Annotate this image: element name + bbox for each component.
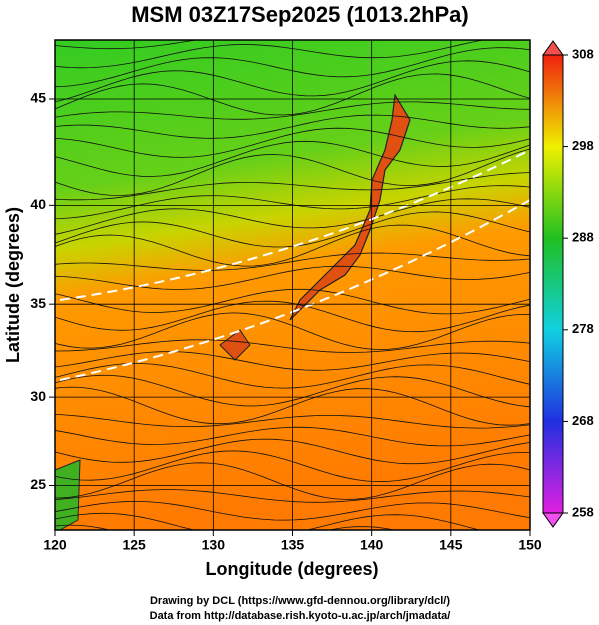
streamline (55, 413, 530, 429)
x-tick-label: 125 (122, 537, 146, 553)
x-axis-label: Longitude (degrees) (205, 559, 378, 579)
streamline (55, 374, 530, 408)
streamline (55, 462, 530, 500)
coastline (55, 459, 81, 530)
streamline (55, 386, 530, 426)
y-tick-label: 40 (30, 196, 46, 212)
streamline (55, 265, 530, 290)
x-tick-label: 150 (518, 537, 542, 553)
streamline (55, 101, 530, 120)
footer-line: Drawing by DCL (https://www.gfd-dennou.o… (150, 595, 450, 607)
x-tick-label: 120 (43, 537, 67, 553)
streamline (55, 512, 481, 530)
colorbar-tick-label: 298 (572, 138, 594, 153)
footer-line: Data from http://database.rish.kyoto-u.a… (150, 610, 451, 622)
chart-title: MSM 03Z17Sep2025 (1013.2hPa) (131, 2, 469, 27)
y-axis-label: Latitude (degrees) (3, 207, 23, 363)
streamline (55, 252, 530, 271)
streamline (55, 60, 530, 103)
colorbar-tick-label: 258 (572, 504, 594, 519)
streamline (55, 198, 530, 235)
x-tick-label: 135 (281, 537, 305, 553)
streamline (55, 148, 530, 196)
x-tick-label: 140 (360, 537, 384, 553)
isotherm (59, 199, 530, 381)
streamline (55, 140, 530, 177)
streamline (55, 288, 530, 315)
streamline (55, 500, 530, 521)
streamline (55, 40, 199, 50)
streamline (55, 114, 530, 139)
streamline (55, 438, 530, 465)
streamline (55, 47, 530, 88)
streamline (55, 40, 486, 69)
colorbar (542, 54, 564, 514)
streamline (55, 312, 530, 350)
streamline (55, 426, 530, 447)
plot-frame (54, 39, 531, 531)
y-tick-label: 45 (30, 90, 46, 106)
colorbar-min-arrow (542, 512, 564, 528)
x-tick-label: 145 (439, 537, 463, 553)
streamline (55, 489, 530, 503)
y-tick-label: 30 (30, 388, 46, 404)
streamline (55, 224, 530, 267)
streamline (55, 351, 530, 371)
colorbar-max-arrow (542, 40, 564, 56)
colorbar-tick-label: 268 (572, 413, 594, 428)
streamline (55, 73, 530, 116)
y-tick-label: 35 (30, 295, 46, 311)
streamline (55, 127, 530, 158)
isotherm (59, 149, 530, 301)
streamline (55, 172, 530, 201)
colorbar-tick-label: 278 (572, 321, 594, 336)
coastline (219, 329, 251, 361)
colorbar-tick-label: 308 (572, 46, 594, 61)
plot-area (55, 40, 530, 530)
x-tick-label: 130 (202, 537, 226, 553)
streamline (55, 339, 530, 353)
colorbar-tick-label: 288 (572, 230, 594, 245)
y-tick-label: 25 (30, 476, 46, 492)
streamline (55, 450, 530, 483)
